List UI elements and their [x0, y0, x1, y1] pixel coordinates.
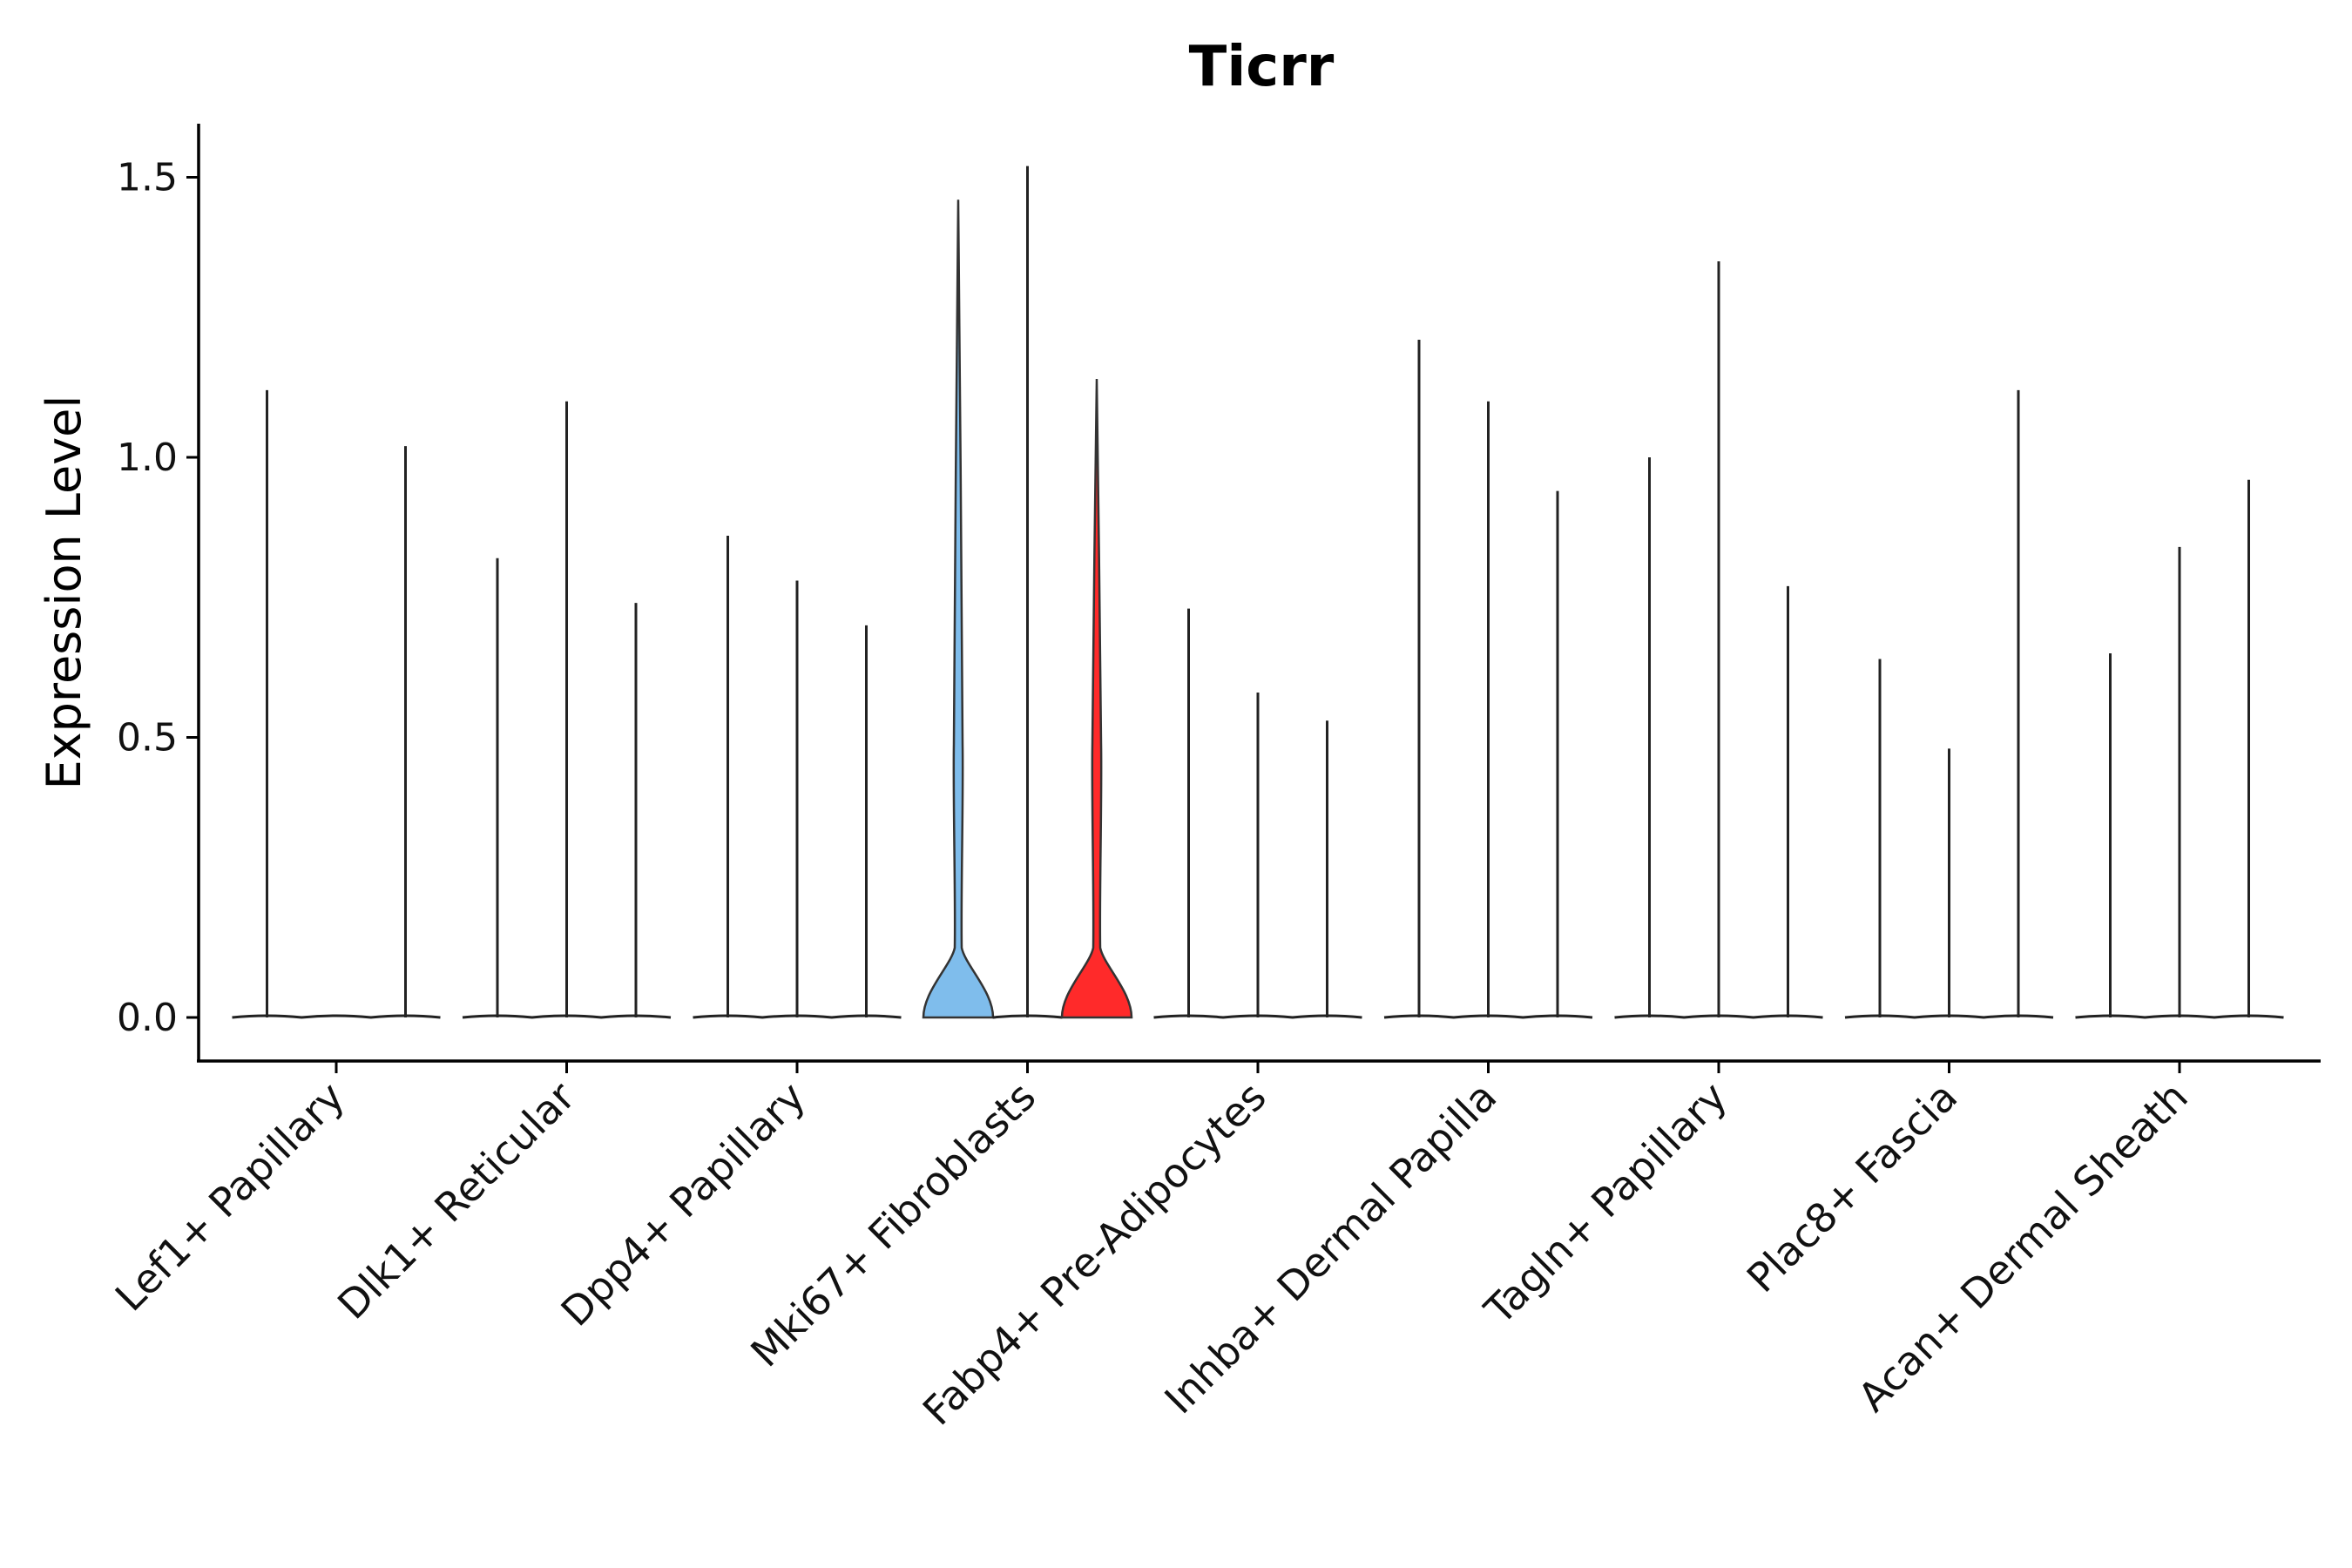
x-category-label: Lef1+ Papillary: [106, 1073, 354, 1321]
y-tick-label: 1.0: [117, 436, 178, 480]
y-tick-label: 0.0: [117, 996, 178, 1040]
violin-filled: [1060, 378, 1133, 1019]
violins: [232, 166, 2284, 1073]
x-category-label: Dpp4+ Papillary: [552, 1073, 814, 1335]
violin-filled: [922, 199, 995, 1019]
x-category-label: Dlk1+ Reticular: [328, 1073, 584, 1328]
y-tick-label: 1.5: [117, 156, 178, 200]
chart-title: Ticrr: [1189, 35, 1335, 99]
violin-base: [301, 1014, 372, 1019]
y-tick-label: 0.5: [117, 716, 178, 760]
x-category-label: Plac8+ Fascia: [1738, 1073, 1966, 1301]
y-axis-label: Expression Level: [37, 395, 91, 790]
x-category-label: Tagln+ Papillary: [1475, 1073, 1736, 1335]
y-ticks: 0.0 0.5 1.0 1.5: [117, 156, 199, 1040]
